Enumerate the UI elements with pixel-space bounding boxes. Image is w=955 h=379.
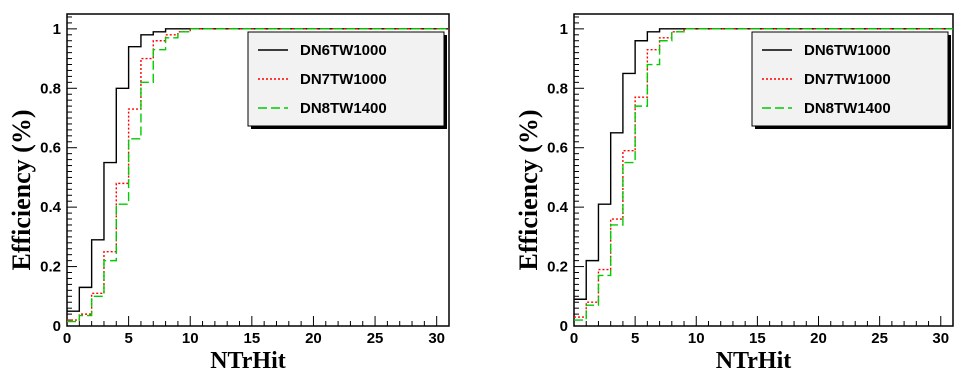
x-tick-label: 20 bbox=[810, 330, 827, 347]
chart-panel-2: 0 5 10 15 20 25 30 0 0.2 0.4 0.6 0.8 1 DN6TW1000 DN7TW… bbox=[514, 13, 954, 374]
y-tick-label: 0.6 bbox=[40, 140, 61, 157]
y-tick-label: 0.4 bbox=[547, 199, 569, 216]
y-tick-label: 0.8 bbox=[547, 80, 568, 97]
y-tick-label: 0.2 bbox=[547, 259, 568, 276]
y-tick-label: 1 bbox=[53, 21, 61, 38]
y-axis-title: Efficiency (%) bbox=[7, 109, 36, 270]
x-tick-label: 10 bbox=[688, 330, 705, 347]
y-tick-label: 0.4 bbox=[40, 199, 62, 216]
plot-frame bbox=[573, 13, 954, 327]
plot-frame bbox=[66, 13, 450, 327]
legend-label: DN8TW1400 bbox=[804, 100, 891, 117]
legend-label: DN8TW1400 bbox=[300, 100, 387, 117]
x-tick-label: 30 bbox=[428, 330, 445, 347]
x-tick-label: 0 bbox=[570, 330, 578, 347]
x-tick-label: 15 bbox=[243, 330, 260, 347]
y-tick-label: 0 bbox=[53, 318, 61, 335]
legend-label: DN7TW1000 bbox=[804, 71, 891, 88]
x-tick-label: 0 bbox=[63, 330, 71, 347]
x-tick-label: 30 bbox=[932, 330, 949, 347]
legend-box bbox=[247, 31, 445, 127]
y-axis-title: Efficiency (%) bbox=[514, 109, 543, 270]
x-tick-label: 25 bbox=[367, 330, 384, 347]
y-tick-label: 0.6 bbox=[547, 140, 568, 157]
series-line-DN8TW1400 bbox=[574, 28, 953, 321]
x-tick-label: 15 bbox=[749, 330, 766, 347]
legend-label: DN6TW1000 bbox=[300, 42, 387, 59]
x-axis-title: NTrHit bbox=[716, 348, 792, 374]
y-tick-label: 1 bbox=[560, 21, 568, 38]
x-tick-label: 5 bbox=[124, 330, 132, 347]
x-tick-label: 10 bbox=[182, 330, 199, 347]
y-tick-label: 0.8 bbox=[40, 80, 61, 97]
legend-label: DN7TW1000 bbox=[300, 71, 387, 88]
y-tick-label: 0 bbox=[560, 318, 568, 335]
chart-panel-1: 0 5 10 15 20 25 30 0 0.2 0.4 0.6 0.8 1 DN6TW1000 DN7TW… bbox=[7, 13, 450, 374]
x-axis-title: NTrHit bbox=[210, 348, 286, 374]
x-tick-label: 5 bbox=[631, 330, 639, 347]
legend-box bbox=[751, 31, 949, 127]
series-line-DN8TW1400 bbox=[67, 28, 449, 323]
y-tick-label: 0.2 bbox=[40, 259, 61, 276]
legend-label: DN6TW1000 bbox=[804, 42, 891, 59]
x-tick-label: 20 bbox=[305, 330, 322, 347]
x-tick-label: 25 bbox=[871, 330, 888, 347]
